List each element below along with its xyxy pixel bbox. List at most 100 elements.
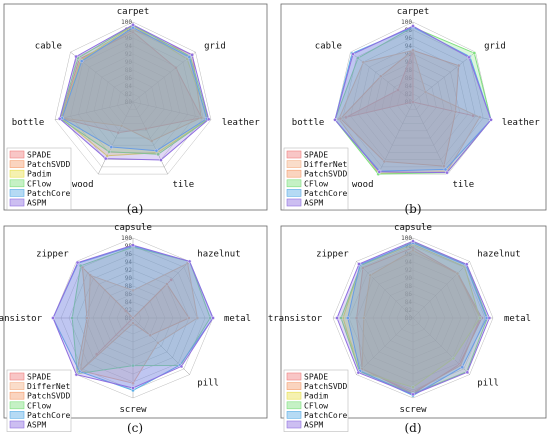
legend-swatch	[9, 189, 25, 197]
tick-label: 92	[125, 51, 133, 58]
axis-label-metal: metal	[224, 314, 251, 324]
grid-ring	[117, 85, 149, 117]
legend-swatch	[286, 372, 302, 381]
data-point	[354, 316, 359, 320]
legend-swatch	[9, 411, 25, 419]
grid-ring	[350, 37, 476, 160]
axis-label-transistor: transistor	[0, 314, 43, 324]
tick-label: 80	[405, 315, 413, 322]
data-point	[149, 139, 154, 143]
series-aspm	[59, 24, 210, 161]
data-point	[411, 392, 415, 397]
tick-label: 84	[125, 83, 133, 90]
axis-label-pill: pill	[197, 378, 219, 388]
legend-swatch	[286, 420, 302, 429]
data-point	[179, 364, 184, 369]
data-point	[351, 52, 355, 56]
grid-ring	[85, 53, 181, 146]
data-point	[75, 260, 80, 265]
legend-swatch	[9, 420, 25, 429]
data-point	[442, 164, 446, 168]
legend-entry: PatchCore	[304, 411, 348, 420]
grid-ring	[334, 21, 492, 175]
axis-label-wood: wood	[72, 180, 94, 190]
axis-label-hazelnut: hazelnut	[477, 250, 520, 260]
tick-label: 84	[405, 299, 413, 306]
axis-label-capsule: capsule	[394, 223, 432, 233]
tick-label: 86	[405, 291, 413, 298]
data-point	[156, 341, 160, 345]
data-point	[169, 278, 173, 282]
tick-label: 100	[121, 19, 132, 26]
legend-swatch	[286, 401, 302, 410]
tick-label: 88	[405, 67, 413, 74]
data-point	[85, 316, 89, 320]
data-point	[451, 356, 456, 361]
data-point	[489, 118, 493, 122]
axis-spoke	[132, 51, 196, 103]
tick-label: 86	[405, 75, 413, 82]
data-point	[131, 288, 135, 293]
data-point	[368, 273, 373, 278]
data-point	[477, 316, 482, 320]
series-aspm	[334, 25, 492, 174]
panel-caption: (d)	[404, 421, 421, 435]
data-point	[487, 316, 492, 320]
axis-label-carpet: carpet	[117, 7, 150, 17]
legend-swatch	[286, 150, 302, 159]
tick-label: 90	[125, 275, 133, 282]
data-point	[131, 321, 135, 326]
data-point	[109, 145, 114, 149]
data-point	[77, 369, 82, 374]
tick-label: 90	[125, 59, 133, 66]
tick-label: 84	[405, 83, 413, 90]
data-point	[78, 263, 83, 268]
axis-spoke	[412, 101, 448, 175]
axis-label-hazelnut: hazelnut	[197, 250, 240, 260]
tick-label: 96	[405, 251, 413, 258]
data-point	[131, 316, 135, 320]
data-point	[411, 248, 415, 253]
legend-swatch	[9, 150, 25, 159]
tick-label: 96	[125, 35, 133, 42]
legend-entry: Padim	[27, 170, 51, 179]
legend-swatch	[9, 198, 25, 207]
tick-label: 84	[125, 299, 133, 306]
data-point	[335, 316, 339, 320]
data-point	[357, 262, 361, 266]
series-cflow	[334, 26, 492, 175]
radar-panel-3: 80828486889092949698100capsulehazelnutme…	[0, 223, 268, 435]
data-point	[156, 152, 160, 157]
data-point	[344, 115, 348, 120]
tick-label: 96	[405, 35, 413, 42]
axis-label-leather: leather	[502, 118, 541, 128]
grid-ring	[124, 93, 142, 110]
legend-entry: SPADE	[27, 373, 51, 382]
legend-entry: CFlow	[27, 401, 51, 410]
axis-spoke	[132, 101, 168, 175]
series-padim	[61, 25, 209, 157]
data-point	[377, 170, 382, 174]
axis-spoke	[356, 261, 414, 319]
legend-entry: DifferNet	[27, 382, 71, 391]
tick-label: 88	[125, 67, 133, 74]
data-point	[199, 115, 204, 120]
tick-label: 88	[125, 283, 133, 290]
data-point	[131, 381, 135, 386]
data-point	[187, 259, 192, 264]
legend-swatch	[286, 382, 302, 390]
data-point	[165, 282, 169, 286]
data-point	[190, 53, 194, 57]
axis-label-tile: tile	[173, 180, 195, 190]
axis-label-grid: grid	[484, 41, 506, 51]
data-point	[206, 117, 211, 122]
legend-entry: ASPM	[304, 421, 323, 430]
axis-label-capsule: capsule	[114, 223, 152, 233]
data-point	[148, 333, 153, 338]
data-point	[51, 316, 55, 320]
panel-caption: (c)	[127, 421, 143, 435]
legend-entry: DifferNet	[304, 160, 348, 169]
grid-ring	[109, 77, 157, 124]
tick-label: 92	[405, 267, 413, 274]
